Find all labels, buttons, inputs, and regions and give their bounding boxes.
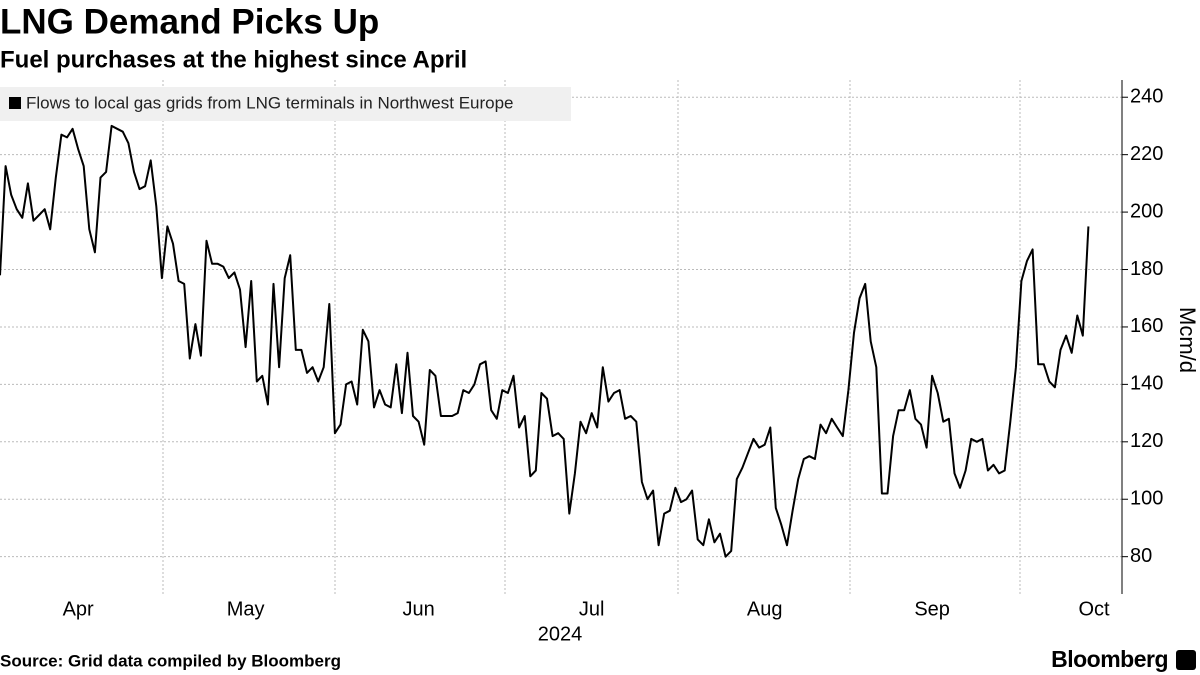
y-tick-label: 240 xyxy=(1130,86,1163,108)
x-tick-label: May xyxy=(227,598,265,620)
line-series xyxy=(0,124,1090,558)
brand: Bloomberg xyxy=(1051,646,1168,672)
x-tick-label: Aug xyxy=(747,598,783,620)
y-tick-label: 140 xyxy=(1130,373,1163,395)
y-tick-label: 100 xyxy=(1130,488,1163,510)
y-tick-label: 160 xyxy=(1130,315,1163,337)
legend-label: Flows to local gas grids from LNG termin… xyxy=(26,93,514,112)
x-tick-label: Sep xyxy=(914,598,950,620)
y-tick-label: 200 xyxy=(1130,200,1163,222)
chart-subtitle: Fuel purchases at the highest since Apri… xyxy=(0,46,467,73)
y-tick-label: 180 xyxy=(1130,258,1163,280)
x-tick-label: Apr xyxy=(63,598,94,620)
brand-icon xyxy=(1176,650,1196,670)
y-tick-label: 220 xyxy=(1130,143,1163,165)
legend-box xyxy=(0,87,571,121)
y-tick-label: 120 xyxy=(1130,430,1163,452)
x-tick-label: Jun xyxy=(402,598,434,620)
source: Source: Grid data compiled by Bloomberg xyxy=(0,651,341,670)
chart-title: LNG Demand Picks Up xyxy=(0,2,379,41)
y-axis-label: Mcm/d xyxy=(1175,307,1200,373)
x-axis-label: 2024 xyxy=(538,623,583,645)
x-tick-label: Oct xyxy=(1078,598,1110,620)
y-tick-label: 80 xyxy=(1130,545,1152,567)
x-tick-label: Jul xyxy=(579,598,605,620)
legend-swatch xyxy=(9,97,21,109)
